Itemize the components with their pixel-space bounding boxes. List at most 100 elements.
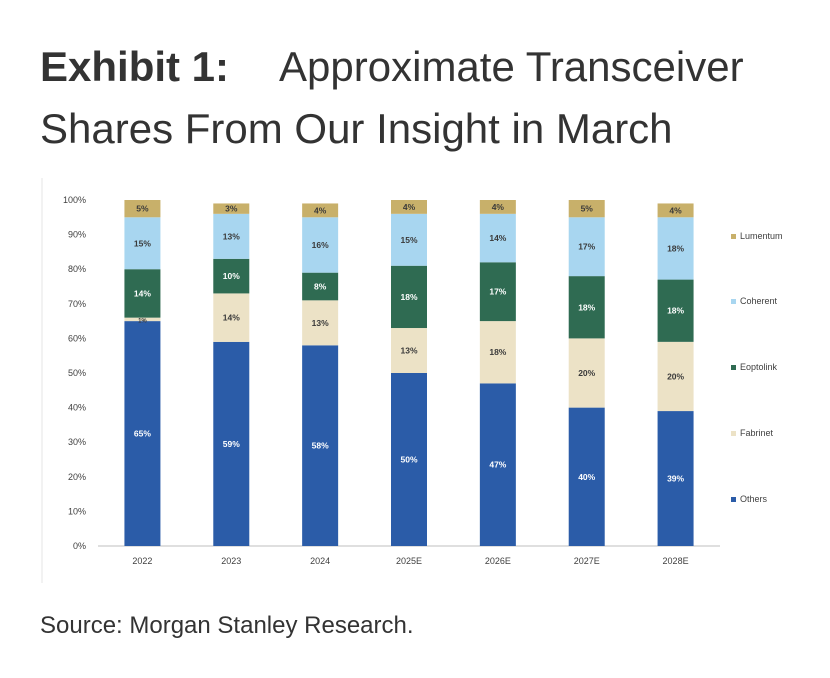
data-label-fabrinet-2028e: 20% — [667, 371, 684, 381]
data-label-lumentum-2023: 3% — [225, 204, 238, 214]
data-label-fabrinet-2025e: 13% — [400, 346, 417, 356]
bar-segment-coherent-2022 — [124, 217, 161, 270]
data-label-lumentum-2027e: 5% — [581, 204, 594, 214]
data-label-coherent-2027e: 17% — [578, 242, 595, 252]
bar-segment-fabrinet-2028e — [657, 341, 694, 412]
x-tick-label: 2025E — [396, 556, 422, 566]
bar-segment-eoptolink-2023 — [213, 258, 250, 294]
bar-segment-lumentum-2028e — [657, 203, 694, 218]
data-label-lumentum-2024: 4% — [314, 205, 327, 215]
data-label-fabrinet-2026e: 18% — [489, 347, 506, 357]
bar-segment-coherent-2023 — [213, 213, 250, 259]
legend-swatch-coherent — [731, 299, 736, 304]
bar-segment-lumentum-2024 — [302, 203, 339, 218]
data-label-eoptolink-2024: 8% — [314, 282, 327, 292]
data-label-lumentum-2025e: 4% — [403, 202, 416, 212]
bar-segment-others-2025e — [391, 373, 427, 546]
bar-segment-eoptolink-2026e — [479, 262, 516, 322]
y-tick-label: 70% — [68, 299, 86, 309]
bar-segment-fabrinet-2025e — [391, 328, 427, 373]
data-label-lumentum-2026e: 4% — [492, 202, 505, 212]
data-label-fabrinet-2027e: 20% — [578, 368, 595, 378]
bar-segment-eoptolink-2028e — [657, 279, 694, 342]
legend-swatch-fabrinet — [731, 431, 736, 436]
bar-segment-eoptolink-2024 — [302, 272, 339, 301]
data-label-coherent-2024: 16% — [312, 240, 329, 250]
x-tick-label: 2028E — [663, 556, 689, 566]
title-line-2: Shares From Our Insight in March — [40, 105, 673, 152]
y-tick-label: 50% — [68, 368, 86, 378]
legend-label-eoptolink: Eoptolink — [740, 362, 778, 372]
exhibit-label: Exhibit 1: — [40, 43, 230, 90]
data-label-coherent-2026e: 14% — [489, 233, 506, 243]
source-note: Source: Morgan Stanley Research. — [40, 612, 414, 639]
x-tick-label: 2023 — [221, 556, 241, 566]
data-label-others-2028e: 39% — [667, 474, 684, 484]
chart-container: 0% 10% 20% 30% 40% 50% 60% 70% 80% 90% 100% 2022 202… — [40, 178, 820, 583]
bar-segment-eoptolink-2022 — [124, 269, 161, 318]
data-label-others-2027e: 40% — [578, 472, 595, 482]
bar-segment-coherent-2026e — [479, 213, 516, 263]
data-label-eoptolink-2022: 14% — [134, 288, 151, 298]
data-label-eoptolink-2027e: 18% — [578, 302, 595, 312]
title-text-1: Approximate Transceiver — [279, 43, 744, 90]
bar-segment-eoptolink-2025e — [391, 265, 427, 329]
y-tick-label: 100% — [63, 195, 86, 205]
data-label-others-2024: 58% — [312, 441, 329, 451]
y-tick-label: 90% — [68, 230, 86, 240]
bar-segment-coherent-2024 — [302, 217, 339, 273]
exhibit-title: Exhibit 1: Approximate Transceiver Shares… — [40, 36, 820, 160]
x-tick-label: 2024 — [310, 556, 330, 566]
bar-segment-fabrinet-2023 — [213, 293, 250, 342]
bar-segment-others-2027e — [568, 407, 605, 546]
bar-segment-fabrinet-2027e — [568, 338, 605, 408]
bar-segment-coherent-2027e — [568, 217, 605, 277]
legend-swatch-others — [731, 497, 736, 502]
y-tick-label: 30% — [68, 437, 86, 447]
data-label-eoptolink-2023: 10% — [223, 271, 240, 281]
y-tick-label: 20% — [68, 472, 86, 482]
y-tick-label: 60% — [68, 333, 86, 343]
bar-segment-fabrinet-2022 — [124, 317, 161, 322]
data-label-coherent-2028e: 18% — [667, 243, 684, 253]
bar-segment-coherent-2025e — [391, 213, 427, 266]
data-label-coherent-2023: 13% — [223, 231, 240, 241]
data-label-lumentum-2028e: 4% — [669, 205, 682, 215]
y-tick-label: 80% — [68, 264, 86, 274]
bar-segment-lumentum-2025e — [391, 200, 427, 214]
data-label-others-2023: 59% — [223, 439, 240, 449]
data-label-fabrinet-2023: 14% — [223, 313, 240, 323]
data-label-others-2026e: 47% — [489, 460, 506, 470]
data-label-eoptolink-2026e: 17% — [489, 287, 506, 297]
legend-swatch-lumentum — [731, 234, 736, 239]
legend-label-coherent: Coherent — [740, 296, 778, 306]
legend-swatch-eoptolink — [731, 365, 736, 370]
x-tick-label: 2027E — [574, 556, 600, 566]
bar-segment-lumentum-2026e — [479, 200, 516, 214]
bar-segment-lumentum-2023 — [213, 203, 250, 214]
bar-segment-fabrinet-2024 — [302, 300, 339, 346]
bar-segment-others-2023 — [213, 341, 250, 546]
data-label-eoptolink-2028e: 18% — [667, 306, 684, 316]
data-label-fabrinet-2022: 1% — [138, 318, 147, 324]
bar-segment-coherent-2028e — [657, 217, 694, 280]
bar-segment-others-2022 — [124, 321, 161, 546]
data-label-others-2025e: 50% — [400, 455, 417, 465]
y-tick-label: 10% — [68, 506, 86, 516]
legend-label-others: Others — [740, 494, 768, 504]
data-label-eoptolink-2025e: 18% — [400, 292, 417, 302]
bar-segment-fabrinet-2026e — [479, 321, 516, 384]
x-tick-label: 2026E — [485, 556, 511, 566]
legend-label-fabrinet: Fabrinet — [740, 428, 774, 438]
y-tick-label: 40% — [68, 403, 86, 413]
legend-label-lumentum: Lumentum — [740, 231, 783, 241]
bar-segment-others-2024 — [302, 345, 339, 546]
bar-segment-others-2026e — [479, 383, 516, 546]
bar-segment-lumentum-2022 — [124, 200, 161, 218]
data-label-lumentum-2022: 5% — [136, 204, 149, 214]
data-label-coherent-2025e: 15% — [400, 235, 417, 245]
title-line-1: Exhibit 1: Approximate Transceiver — [40, 36, 820, 98]
x-tick-label: 2022 — [132, 556, 152, 566]
data-label-fabrinet-2024: 13% — [312, 318, 329, 328]
y-tick-label: 0% — [73, 541, 86, 551]
